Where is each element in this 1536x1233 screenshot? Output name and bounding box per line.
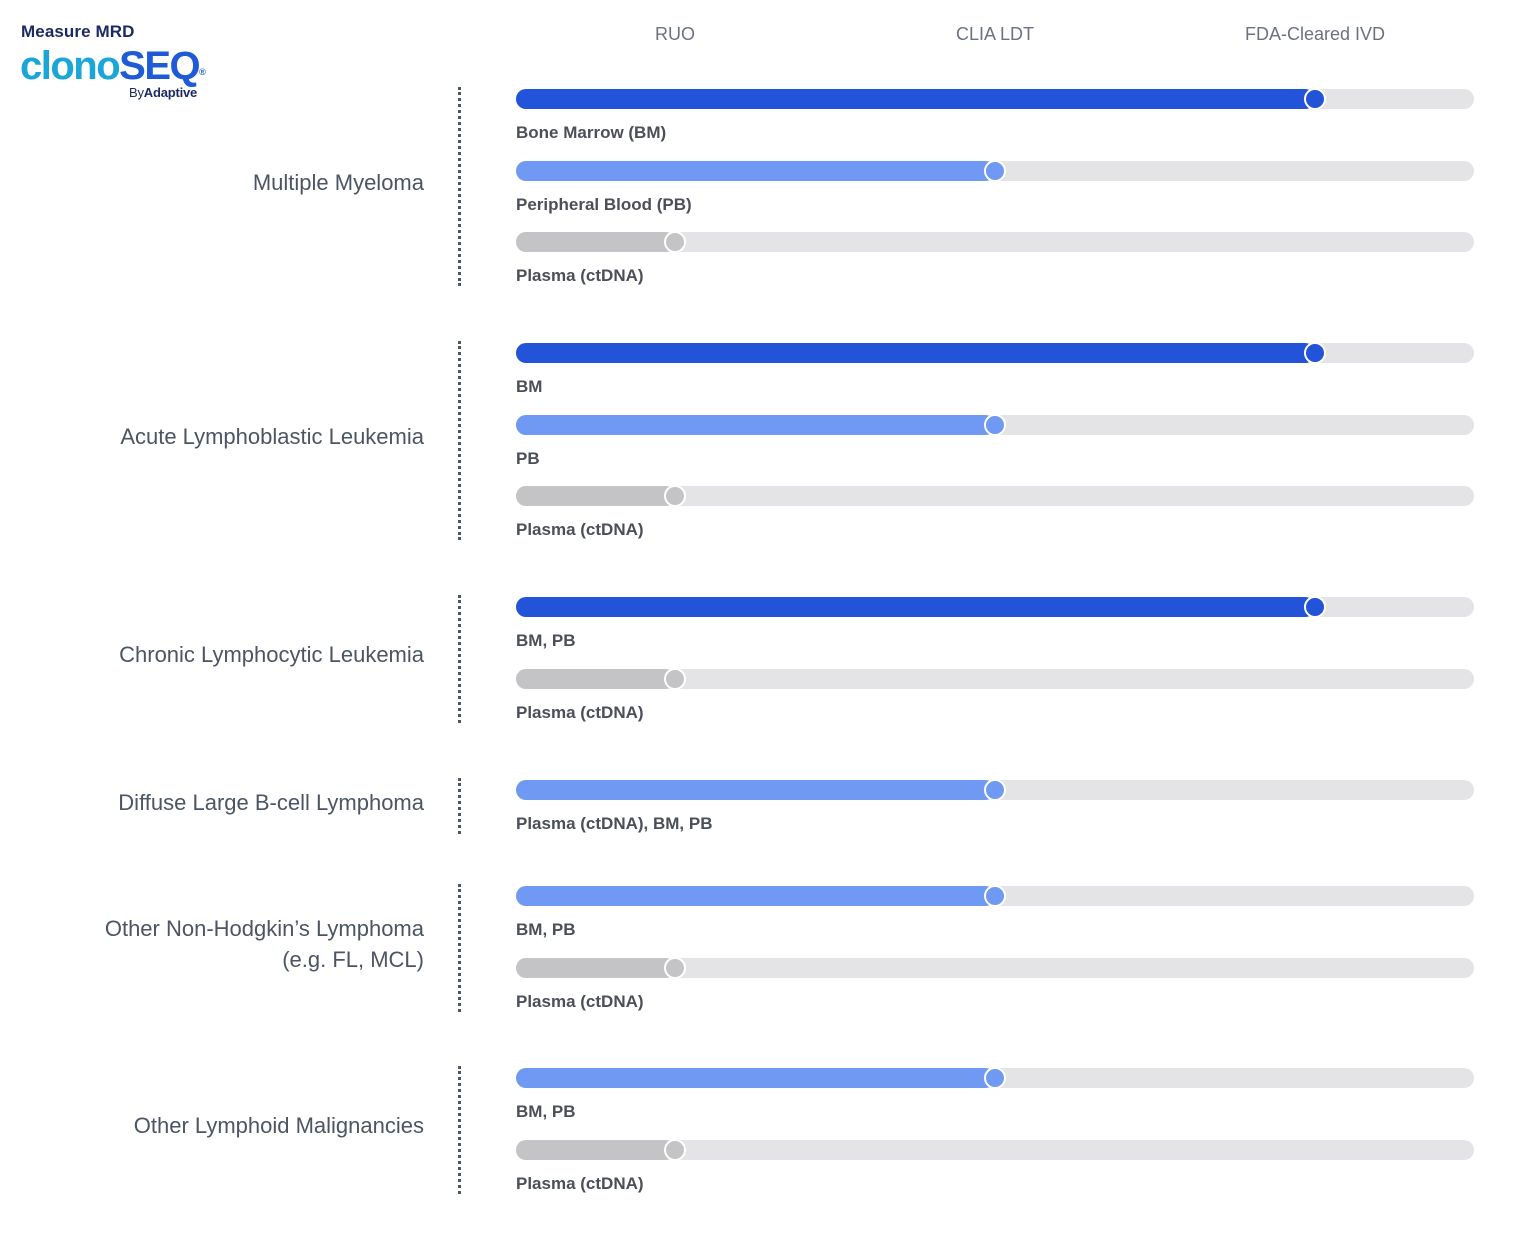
bar-fill [516, 486, 675, 506]
bar-fill [516, 668, 675, 689]
clonoseq-logo: Measure MRD clonoSEQ® ByAdaptive [20, 22, 220, 102]
bar-track [516, 485, 1474, 507]
bar-label: BM [516, 377, 543, 396]
bar-label: BM, PB [516, 920, 576, 939]
bar-track [516, 1138, 1474, 1161]
group-label: Multiple Myeloma [252, 170, 424, 195]
group-label: Other Non-Hodgkin’s Lymphoma (e.g. FL, MC… [104, 915, 424, 972]
bar-fill [516, 232, 675, 252]
bar-track [516, 231, 1474, 253]
group-label: Acute Lymphoblastic Leukemia [120, 424, 424, 449]
bar-knob [664, 231, 686, 253]
logo-registered-mark: ® [199, 67, 206, 77]
logo-wordmark-seq: SEQ [119, 44, 200, 88]
group-label: Chronic Lymphocytic Leukemia [119, 642, 424, 668]
bar-label: Plasma (ctDNA) [516, 1173, 644, 1193]
logo-company: Adaptive [143, 85, 198, 100]
bar-track [516, 159, 1474, 182]
bar-knob [664, 485, 686, 507]
bar-fill [516, 597, 1315, 617]
bar-knob [664, 667, 686, 690]
group-label: Diffuse Large B-cell Lymphoma [118, 789, 424, 815]
group-divider [458, 87, 461, 286]
logo-wordmark: clonoSEQ® [20, 42, 206, 90]
bar-fill [516, 89, 1315, 109]
bar-fill [516, 1068, 995, 1088]
bar-label: Plasma (ctDNA), BM, PB [516, 814, 713, 833]
bar-knob [1304, 342, 1326, 364]
bar-fill [516, 957, 675, 978]
bar-knob [984, 1067, 1006, 1089]
logo-wordmark-clono: clono [20, 44, 121, 88]
bar-fill [516, 343, 1315, 363]
bar-knob [984, 885, 1006, 907]
bar-fill [516, 414, 995, 435]
bar-label: Peripheral Blood (PB) [516, 194, 692, 214]
bar-track [516, 956, 1474, 979]
logo-byline: ByAdaptive [129, 85, 197, 100]
group-divider [458, 595, 461, 723]
bar-fill [516, 1139, 675, 1160]
bar-knob [984, 159, 1006, 182]
bar-track [516, 596, 1474, 618]
bar-label: BM, PB [516, 1102, 576, 1121]
bar-label: Plasma (ctDNA) [516, 266, 644, 285]
bar-track [516, 88, 1474, 110]
scale-label-clia-ldt: CLIA LDT [955, 24, 1035, 44]
bar-knob [1304, 596, 1326, 618]
bar-knob [984, 779, 1006, 801]
bar-track [516, 342, 1474, 364]
bar-label: Plasma (ctDNA) [516, 520, 644, 539]
bar-knob [664, 1138, 686, 1161]
group-divider [458, 341, 461, 540]
scale-label-fda-cleared-ivd: FDA-Cleared IVD [1244, 24, 1386, 44]
bar-track [516, 885, 1474, 907]
group-label: Other Lymphoid Malignancies [133, 1113, 424, 1139]
bar-label: Plasma (ctDNA) [516, 991, 644, 1011]
bar-knob [664, 956, 686, 979]
logo-by: By [129, 85, 144, 100]
bar-label: BM, PB [516, 631, 576, 650]
group-divider [458, 1066, 461, 1194]
bar-track [516, 667, 1474, 690]
bar-fill [516, 160, 995, 181]
bar-track [516, 413, 1474, 436]
bar-fill [516, 886, 995, 906]
bar-label: Plasma (ctDNA) [516, 702, 644, 722]
group-divider [458, 884, 461, 1012]
bar-label: Bone Marrow (BM) [516, 123, 667, 142]
group-divider [458, 778, 461, 834]
bar-track [516, 779, 1474, 801]
scale-label-ruo: RUO [655, 24, 695, 44]
bar-label: PB [516, 448, 540, 468]
bar-track [516, 1067, 1474, 1089]
bar-knob [984, 413, 1006, 436]
logo-tagline: Measure MRD [21, 22, 135, 41]
bar-fill [516, 780, 995, 800]
bar-knob [1304, 88, 1326, 110]
